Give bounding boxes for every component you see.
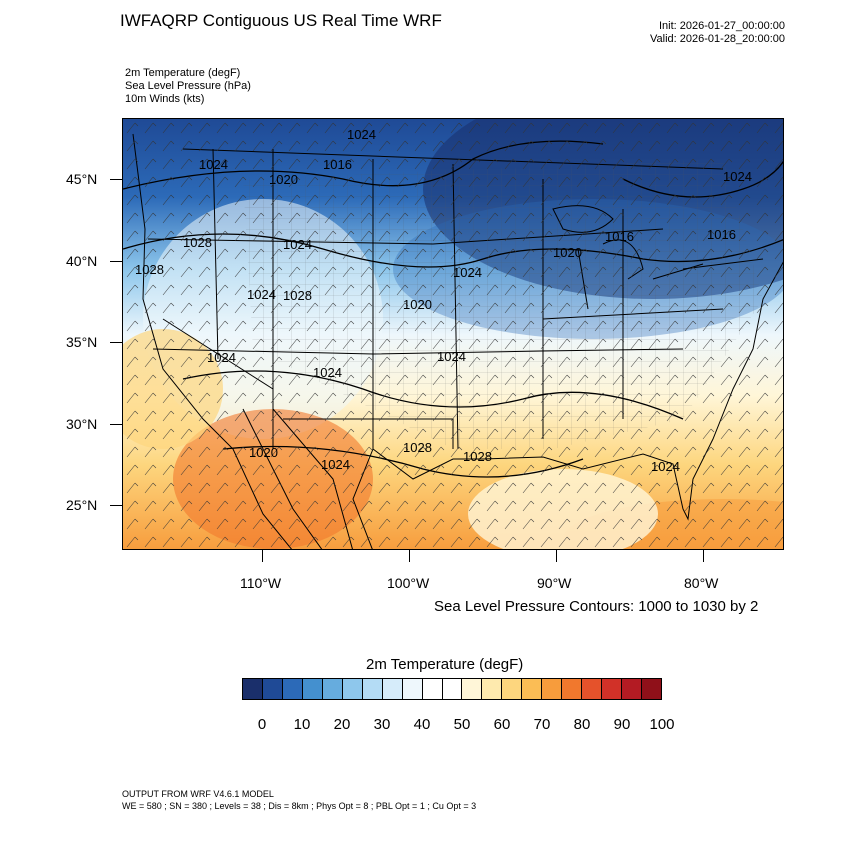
pressure-label: 1024 (321, 457, 350, 472)
lat-label-35n: 35°N (66, 334, 98, 350)
colorbar-swatch (542, 679, 563, 699)
pressure-label: 1016 (707, 227, 736, 242)
contour-note: Sea Level Pressure Contours: 1000 to 103… (434, 598, 759, 615)
colorbar-tick-label: 50 (453, 716, 471, 733)
colorbar-swatch (422, 679, 443, 699)
pressure-label: 1020 (553, 245, 582, 260)
colorbar-tick-label: 20 (333, 716, 351, 733)
colorbar-swatch (622, 679, 643, 699)
model-config: WE = 580 ; SN = 380 ; Levels = 38 ; Dis … (122, 801, 477, 811)
weather-map: 1024 1024 1016 1020 1028 1024 1028 1024 … (122, 118, 784, 550)
lat-tick (110, 261, 122, 262)
colorbar-swatch (342, 679, 363, 699)
pressure-label: 1028 (463, 449, 492, 464)
lat-tick (110, 424, 122, 425)
colorbar-swatch (362, 679, 383, 699)
colorbar-swatch (642, 679, 662, 699)
lat-label-40n: 40°N (66, 253, 98, 269)
colorbar-swatch (522, 679, 543, 699)
colorbar-tick-label: 90 (613, 716, 631, 733)
lon-label-110w: 110°W (240, 575, 282, 591)
lon-tick (262, 550, 263, 562)
lat-tick (110, 505, 122, 506)
pressure-label: 1016 (323, 157, 352, 172)
lon-label-90w: 90°W (537, 575, 572, 591)
lat-label-45n: 45°N (66, 171, 98, 187)
colorbar-title: 2m Temperature (degF) (366, 656, 524, 673)
map-title: IWFAQRP Contiguous US Real Time WRF (120, 11, 442, 30)
pressure-label: 1028 (183, 235, 212, 250)
lat-tick (110, 342, 122, 343)
pressure-label: 1024 (437, 349, 466, 364)
pressure-label: 1024 (199, 157, 228, 172)
valid-time: Valid: 2026-01-28_20:00:00 (650, 33, 785, 45)
lon-tick (556, 550, 557, 562)
model-info: OUTPUT FROM WRF V4.6.1 MODEL (122, 789, 274, 799)
colorbar-swatch (502, 679, 523, 699)
colorbar-swatch (402, 679, 423, 699)
pressure-label: 1024 (283, 237, 312, 252)
variable-temperature: 2m Temperature (degF) (125, 67, 241, 79)
init-time: Init: 2026-01-27_00:00:00 (659, 20, 785, 32)
pressure-label: 1028 (403, 440, 432, 455)
colorbar-swatch (442, 679, 463, 699)
pressure-label: 1024 (651, 459, 680, 474)
pressure-label: 1020 (269, 172, 298, 187)
colorbar-swatch (582, 679, 603, 699)
colorbar-tick-label: 60 (493, 716, 511, 733)
pressure-label: 1024 (723, 169, 752, 184)
lon-label-100w: 100°W (387, 575, 430, 591)
colorbar-tick-label: 40 (413, 716, 431, 733)
pressure-label: 1020 (249, 445, 278, 460)
colorbar-tick-label: 70 (533, 716, 551, 733)
pressure-label: 1024 (207, 350, 236, 365)
colorbar-swatch (602, 679, 623, 699)
pressure-label: 1028 (283, 288, 312, 303)
pressure-label: 1024 (453, 265, 482, 280)
colorbar-swatch (562, 679, 583, 699)
pressure-label: 1020 (403, 297, 432, 312)
colorbar-tick-label: 0 (257, 716, 267, 733)
colorbar-tick-label: 80 (573, 716, 591, 733)
pressure-label: 1024 (247, 287, 276, 302)
lon-label-80w: 80°W (684, 575, 719, 591)
colorbar-swatch (462, 679, 483, 699)
colorbar-swatch (243, 679, 263, 699)
colorbar-swatch (382, 679, 403, 699)
lon-tick (409, 550, 410, 562)
variable-pressure: Sea Level Pressure (hPa) (125, 80, 251, 92)
colorbar-swatch (482, 679, 503, 699)
lat-label-30n: 30°N (66, 416, 98, 432)
colorbar-swatch (322, 679, 343, 699)
temperature-colorbar (242, 678, 662, 700)
colorbar-swatch (282, 679, 303, 699)
colorbar-swatch (262, 679, 283, 699)
map-canvas: 1024 1024 1016 1020 1028 1024 1028 1024 … (123, 119, 783, 549)
colorbar-tick-label: 30 (373, 716, 391, 733)
colorbar-tick-label: 10 (293, 716, 311, 733)
pressure-label: 1028 (135, 262, 164, 277)
lat-label-25n: 25°N (66, 497, 98, 513)
pressure-label: 1016 (605, 229, 634, 244)
lat-tick (110, 179, 122, 180)
colorbar-tick-label: 100 (649, 716, 675, 733)
pressure-label: 1024 (347, 127, 376, 142)
pressure-label: 1024 (313, 365, 342, 380)
colorbar-swatch (302, 679, 323, 699)
variable-winds: 10m Winds (kts) (125, 93, 205, 105)
lon-tick (703, 550, 704, 562)
